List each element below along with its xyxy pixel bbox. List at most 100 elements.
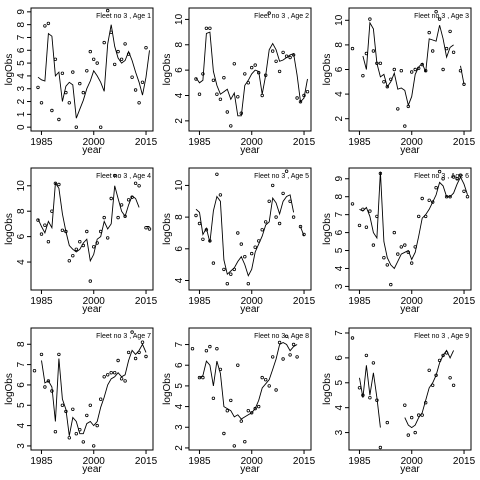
observed-point [123,214,127,218]
x-tick-label: 1985 [188,296,211,307]
observed-point [378,445,383,450]
y-axis-label: logObs [162,54,173,86]
observed-point [105,373,110,377]
observed-point [119,377,124,381]
observed-point [378,61,383,65]
observed-point [232,444,236,448]
observed-point [67,259,71,263]
x-tick-label: 2015 [453,296,476,307]
observed-point [264,378,268,382]
observed-point [274,59,278,63]
observed-point [126,198,131,202]
observed-point [98,397,103,401]
x-tick-label: 1985 [348,137,371,148]
observed-point [208,239,212,243]
observed-point [385,263,389,267]
observed-point [437,169,442,174]
y-tick-label: 10 [174,13,185,25]
data-area [190,334,299,448]
plot-frame [348,7,472,132]
observed-point [126,52,131,56]
observed-point [455,177,459,181]
observed-point [399,245,403,249]
fitted-line [41,343,147,436]
observed-point [60,403,65,407]
observed-point [204,26,209,30]
observed-point [243,255,247,259]
x-tick-label: 2015 [135,296,158,307]
observed-point [399,68,403,73]
y-axis-label: logObs [322,54,333,86]
observed-point [81,243,85,248]
observed-point [271,49,275,53]
data-area [194,11,310,128]
observed-point [67,436,71,440]
observed-point [194,213,198,218]
y-axis-label: logObs [322,213,333,245]
observed-point [95,61,99,65]
y-tick-label: 0 [16,124,27,130]
observed-point [239,419,243,423]
observed-point [434,373,438,377]
y-tick-label: 7 [334,330,345,336]
observed-point [91,444,96,448]
observed-point [236,363,240,367]
observed-point [222,431,226,436]
panel-title: Fleet no 3 , Age 9 [414,333,469,340]
observed-point [60,71,65,75]
observed-point [437,358,442,363]
observed-point [222,75,226,80]
observed-point [74,247,78,251]
observed-point [267,11,271,15]
observed-point [102,40,106,45]
y-tick-label: 4 [334,91,345,97]
observed-point [105,8,110,13]
observed-point [291,215,296,219]
observed-point [441,177,445,181]
x-axis-label: year [82,464,102,475]
observed-point [116,215,120,220]
plot-frame [348,167,472,291]
observed-point [350,202,355,206]
observed-point [204,349,209,353]
y-tick-label: 6 [16,233,27,239]
observed-point [123,379,127,383]
observed-point [410,70,414,74]
y-tick-label: 10 [174,179,185,191]
observed-point [451,383,456,387]
observed-point [74,125,78,129]
observed-point [71,70,75,74]
observed-point [57,117,61,122]
panel-9: Fleet no 3 , Age 9 1985 2000 2015 3 4 5 6 7 year l… [322,327,476,475]
observed-point [144,46,148,50]
observed-point [116,49,120,54]
panel-8: Fleet no 3 , Age 8 1985 2000 2015 2 3 4 5 6 7 year… [162,327,316,475]
observed-point [194,77,198,81]
observed-point [281,191,285,196]
panel-4: Fleet no 3 , Age 4 1985 2000 2015 4 6 8 10 year l… [4,167,158,315]
y-tick-label: 4 [334,404,345,410]
y-axis-label: logObs [322,373,333,405]
observed-point [88,279,92,283]
observed-point [211,396,216,400]
data-area [32,330,148,448]
observed-point [451,175,456,179]
observed-point [371,49,376,53]
observed-point [274,215,278,219]
observed-point [208,344,212,349]
observed-point [119,57,124,61]
observed-point [465,194,470,199]
observed-point [91,57,96,61]
observed-point [382,80,386,84]
y-tick-label: 6 [16,47,27,53]
y-tick-label: 8 [16,341,27,347]
observed-point [36,218,40,222]
observed-point [218,193,223,197]
observed-point [64,229,68,234]
panel-title: Fleet no 3 , Age 2 [254,13,309,20]
observed-point [392,67,396,72]
fitted-line [195,31,308,117]
observed-point [291,342,296,347]
observed-point [88,49,92,54]
plot-frame [348,327,472,451]
